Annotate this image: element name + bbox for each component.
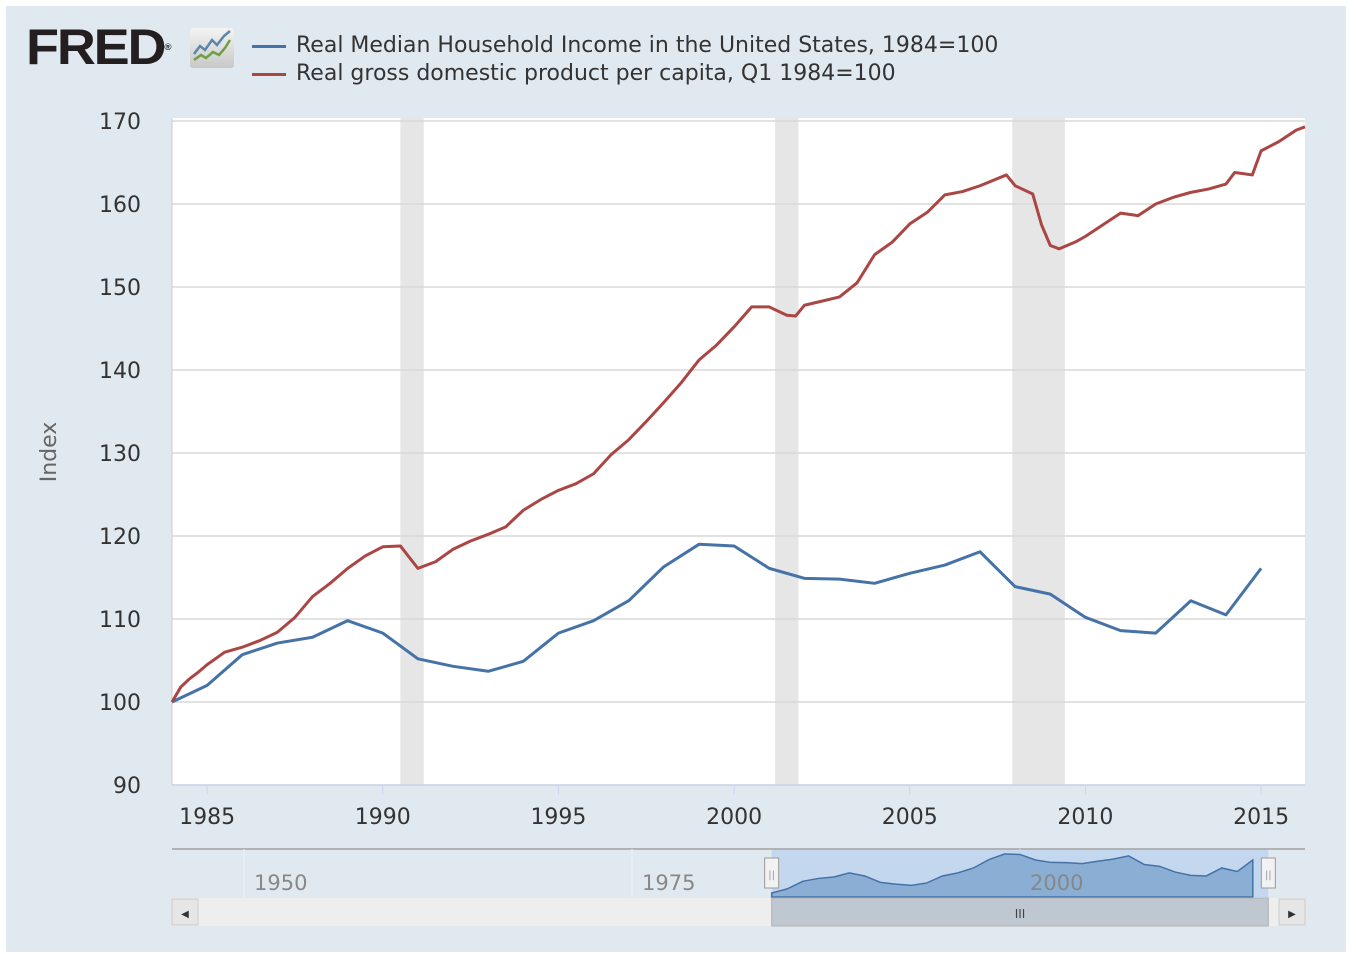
- scroll-left-button-bg[interactable]: [171, 898, 199, 926]
- navigator-handle-right[interactable]: ||: [1260, 857, 1276, 889]
- legend: Real Median Household Income in the Unit…: [252, 32, 998, 88]
- legend-item-income[interactable]: Real Median Household Income in the Unit…: [252, 32, 998, 60]
- scroll-right-button-bg[interactable]: [1278, 898, 1306, 926]
- scroll-right-icon: ▶: [1288, 909, 1296, 920]
- legend-item-gdp[interactable]: Real gross domestic product per capita, …: [252, 60, 998, 88]
- y-tick-label: 110: [99, 608, 141, 633]
- handle-grip-icon: ||: [1265, 870, 1272, 881]
- y-tick-label: 120: [99, 525, 141, 550]
- navigator-label: 1975: [642, 871, 695, 895]
- y-tick-label: 160: [99, 193, 141, 218]
- x-tick-label: 1995: [530, 805, 586, 830]
- x-tick-label: 1990: [355, 805, 411, 830]
- x-tick-label: 2005: [882, 805, 938, 830]
- navigator-handle-left[interactable]: ||: [764, 857, 780, 889]
- y-tick-label: 100: [99, 691, 141, 716]
- handle-grip-icon: ||: [768, 870, 775, 881]
- y-tick-label: 140: [99, 359, 141, 384]
- logo-text: FRED: [26, 19, 167, 75]
- x-tick-label: 1985: [179, 805, 235, 830]
- x-tick-label: 2010: [1057, 805, 1113, 830]
- recession-band: [775, 118, 799, 785]
- scrollbar-grip: III: [1015, 907, 1026, 921]
- legend-swatch-income: [252, 44, 286, 48]
- y-axis-label: Index: [37, 422, 62, 483]
- navigator-label: 1950: [254, 871, 307, 895]
- legend-label-income: Real Median Household Income in the Unit…: [296, 33, 999, 58]
- scroll-right-button[interactable]: ▶: [1278, 898, 1306, 926]
- recession-band: [1012, 118, 1065, 785]
- y-tick-label: 90: [113, 774, 141, 799]
- legend-swatch-gdp: [252, 72, 286, 76]
- x-tick-label: 2015: [1233, 805, 1289, 830]
- y-tick-label: 170: [99, 110, 141, 135]
- registered-mark: ®: [164, 42, 172, 52]
- series-line-income: [171, 542, 1263, 704]
- handle-body[interactable]: [764, 857, 780, 889]
- y-tick-label: 130: [99, 442, 141, 467]
- navigator-series-area: [770, 853, 1254, 898]
- fred-logo[interactable]: FRED®: [26, 22, 172, 72]
- fred-chart-icon: [190, 28, 234, 68]
- recession-band: [400, 118, 424, 785]
- handle-body[interactable]: [1260, 857, 1276, 889]
- scroll-left-icon: ◀: [181, 909, 189, 920]
- y-tick-label: 150: [99, 276, 141, 301]
- navigator-label: 2000: [1030, 871, 1083, 895]
- series-line-gdp: [170, 125, 1306, 703]
- scrollbar-thumb[interactable]: [771, 897, 1269, 927]
- plot-area: [172, 118, 1305, 785]
- legend-label-gdp: Real gross domestic product per capita, …: [296, 61, 896, 86]
- scroll-left-button[interactable]: ◀: [171, 898, 199, 926]
- x-tick-label: 2000: [706, 805, 762, 830]
